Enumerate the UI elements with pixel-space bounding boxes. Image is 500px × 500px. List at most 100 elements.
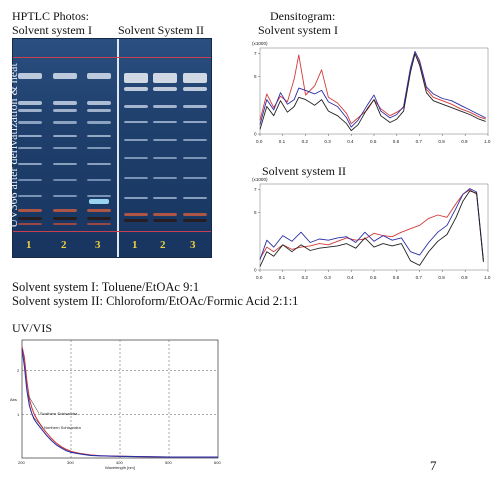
plate-band [183, 121, 207, 123]
y-tick-label: 0 [254, 132, 257, 137]
plate-band [53, 73, 77, 79]
page-number: 7 [430, 458, 437, 473]
x-tick-label: 0.1 [279, 275, 286, 280]
origin-line [13, 231, 211, 232]
plate-band [124, 177, 148, 179]
series-line [259, 53, 486, 132]
plate-band [18, 109, 42, 112]
series-line [259, 189, 484, 261]
densitogram-solvent-1: (x1000) 7 5 0 0.0 0.1 0.2 0.3 0.4 0.5 0.6 0.7 0.8 0.9… [252, 41, 491, 144]
plate-band [53, 195, 77, 197]
plate-band [53, 217, 77, 220]
plate-band [53, 179, 77, 181]
x-tick-label: 0.3 [324, 139, 331, 144]
plate-band [153, 197, 177, 199]
y-axis-label: (x1000) [252, 41, 268, 46]
uv-y-tick-label: 1 [17, 412, 20, 417]
plate-band [153, 73, 177, 83]
plate-band [18, 101, 42, 105]
plate-band [183, 197, 207, 199]
x-tick-label: 0.7 [416, 275, 423, 280]
uv-x-tick-label: 300 [67, 460, 74, 465]
x-tick-label: 0.6 [393, 275, 400, 280]
x-tick-label: 0.2 [302, 275, 309, 280]
x-tick-label: 0.8 [438, 275, 445, 280]
x-tick-label: 0.0 [256, 275, 263, 280]
uv-annotation-arrow [32, 416, 44, 428]
plate-band [124, 87, 148, 91]
uv-x-axis-label: Wavelength [nm] [105, 465, 135, 470]
plate-band [153, 219, 177, 222]
plate-band [124, 219, 148, 222]
plate-band [87, 109, 111, 112]
plate-band [124, 121, 148, 123]
plate-bands [18, 73, 207, 225]
plate-band [53, 135, 77, 137]
uv-vis-title: UV/VIS [12, 321, 53, 335]
plate-band [87, 217, 111, 220]
hptlc-plate: UV366 after derivatization & heat 1 2 3 … [6, 38, 212, 258]
plate-band [124, 105, 148, 108]
lane-label: 3 [190, 239, 196, 251]
y-tick-label: 5 [254, 210, 257, 215]
x-tick-label: 0.8 [438, 139, 445, 144]
y-axis-label: (x1000) [252, 177, 268, 182]
plate-band [124, 213, 148, 216]
y-tick-label: 7 [254, 51, 257, 56]
solvent-system-1-description: Solvent system I: Toluene/EtOAc 9:1 [12, 280, 200, 294]
plate-band [18, 179, 42, 181]
plate-band [18, 135, 42, 137]
uv-annotation-arrow [27, 394, 40, 414]
uv-plot-frame [21, 339, 219, 459]
plate-band [153, 177, 177, 179]
solvent-system-2-label: Solvent System II [118, 23, 204, 37]
plate-band [124, 139, 148, 141]
x-tick-label: 0.4 [347, 139, 354, 144]
lane-label: 2 [160, 239, 166, 251]
plate-band [53, 147, 77, 149]
plate-band [18, 209, 42, 212]
series-line [259, 50, 486, 128]
solvent-system-1-label: Solvent system I [12, 23, 92, 37]
plate-band [183, 177, 207, 179]
densitogram-solvent-2: (x1000) 7 5 0 0.0 0.1 0.2 0.3 0.4 0.5 0.6 0.7 0.8 0.9… [252, 177, 491, 280]
plate-band [53, 163, 77, 165]
uv-x-tick-label: 200 [18, 460, 25, 465]
solvent-system-2-description: Solvent system II: Chloroform/EtOAc/Form… [12, 294, 299, 308]
uv-series-line [21, 348, 218, 458]
plot-frame [259, 47, 489, 135]
x-tick-label: 0.7 [416, 139, 423, 144]
x-tick-label: 0.6 [393, 139, 400, 144]
plot-frame [259, 183, 489, 271]
densito-solvent-1-title: Solvent system I [258, 23, 338, 37]
plate-band [183, 219, 207, 222]
x-tick-label: 0.3 [324, 275, 331, 280]
x-tick-label: 0.5 [370, 139, 377, 144]
series-line [259, 53, 486, 125]
plate-band [124, 197, 148, 199]
x-tick-label: 1.0 [484, 275, 491, 280]
plate-band [53, 223, 77, 225]
uv-y-tick-label: 2 [17, 368, 20, 373]
plate-band [18, 195, 42, 197]
plate-band [87, 179, 111, 181]
plate-divider [117, 39, 119, 257]
densito-solvent-2-title: Solvent system II [262, 164, 346, 178]
plate-band [183, 105, 207, 108]
series-line [259, 188, 484, 260]
x-tick-label: 0.5 [370, 275, 377, 280]
solvent-front-line [13, 57, 211, 58]
plate-band [183, 139, 207, 141]
lane-label: 2 [61, 239, 67, 251]
lane-label: 1 [132, 239, 138, 251]
plate-band [153, 87, 177, 91]
plate-band [87, 163, 111, 165]
hptlc-heading: HPTLC Photos: [12, 9, 90, 23]
x-tick-label: 0.9 [461, 275, 468, 280]
plate-band [89, 199, 109, 204]
y-tick-label: 7 [254, 187, 257, 192]
plate-band [183, 213, 207, 216]
x-tick-label: 1.0 [484, 139, 491, 144]
uv-x-tick-label: 600 [214, 460, 221, 465]
uv-y-axis-label: Abs [10, 397, 17, 402]
